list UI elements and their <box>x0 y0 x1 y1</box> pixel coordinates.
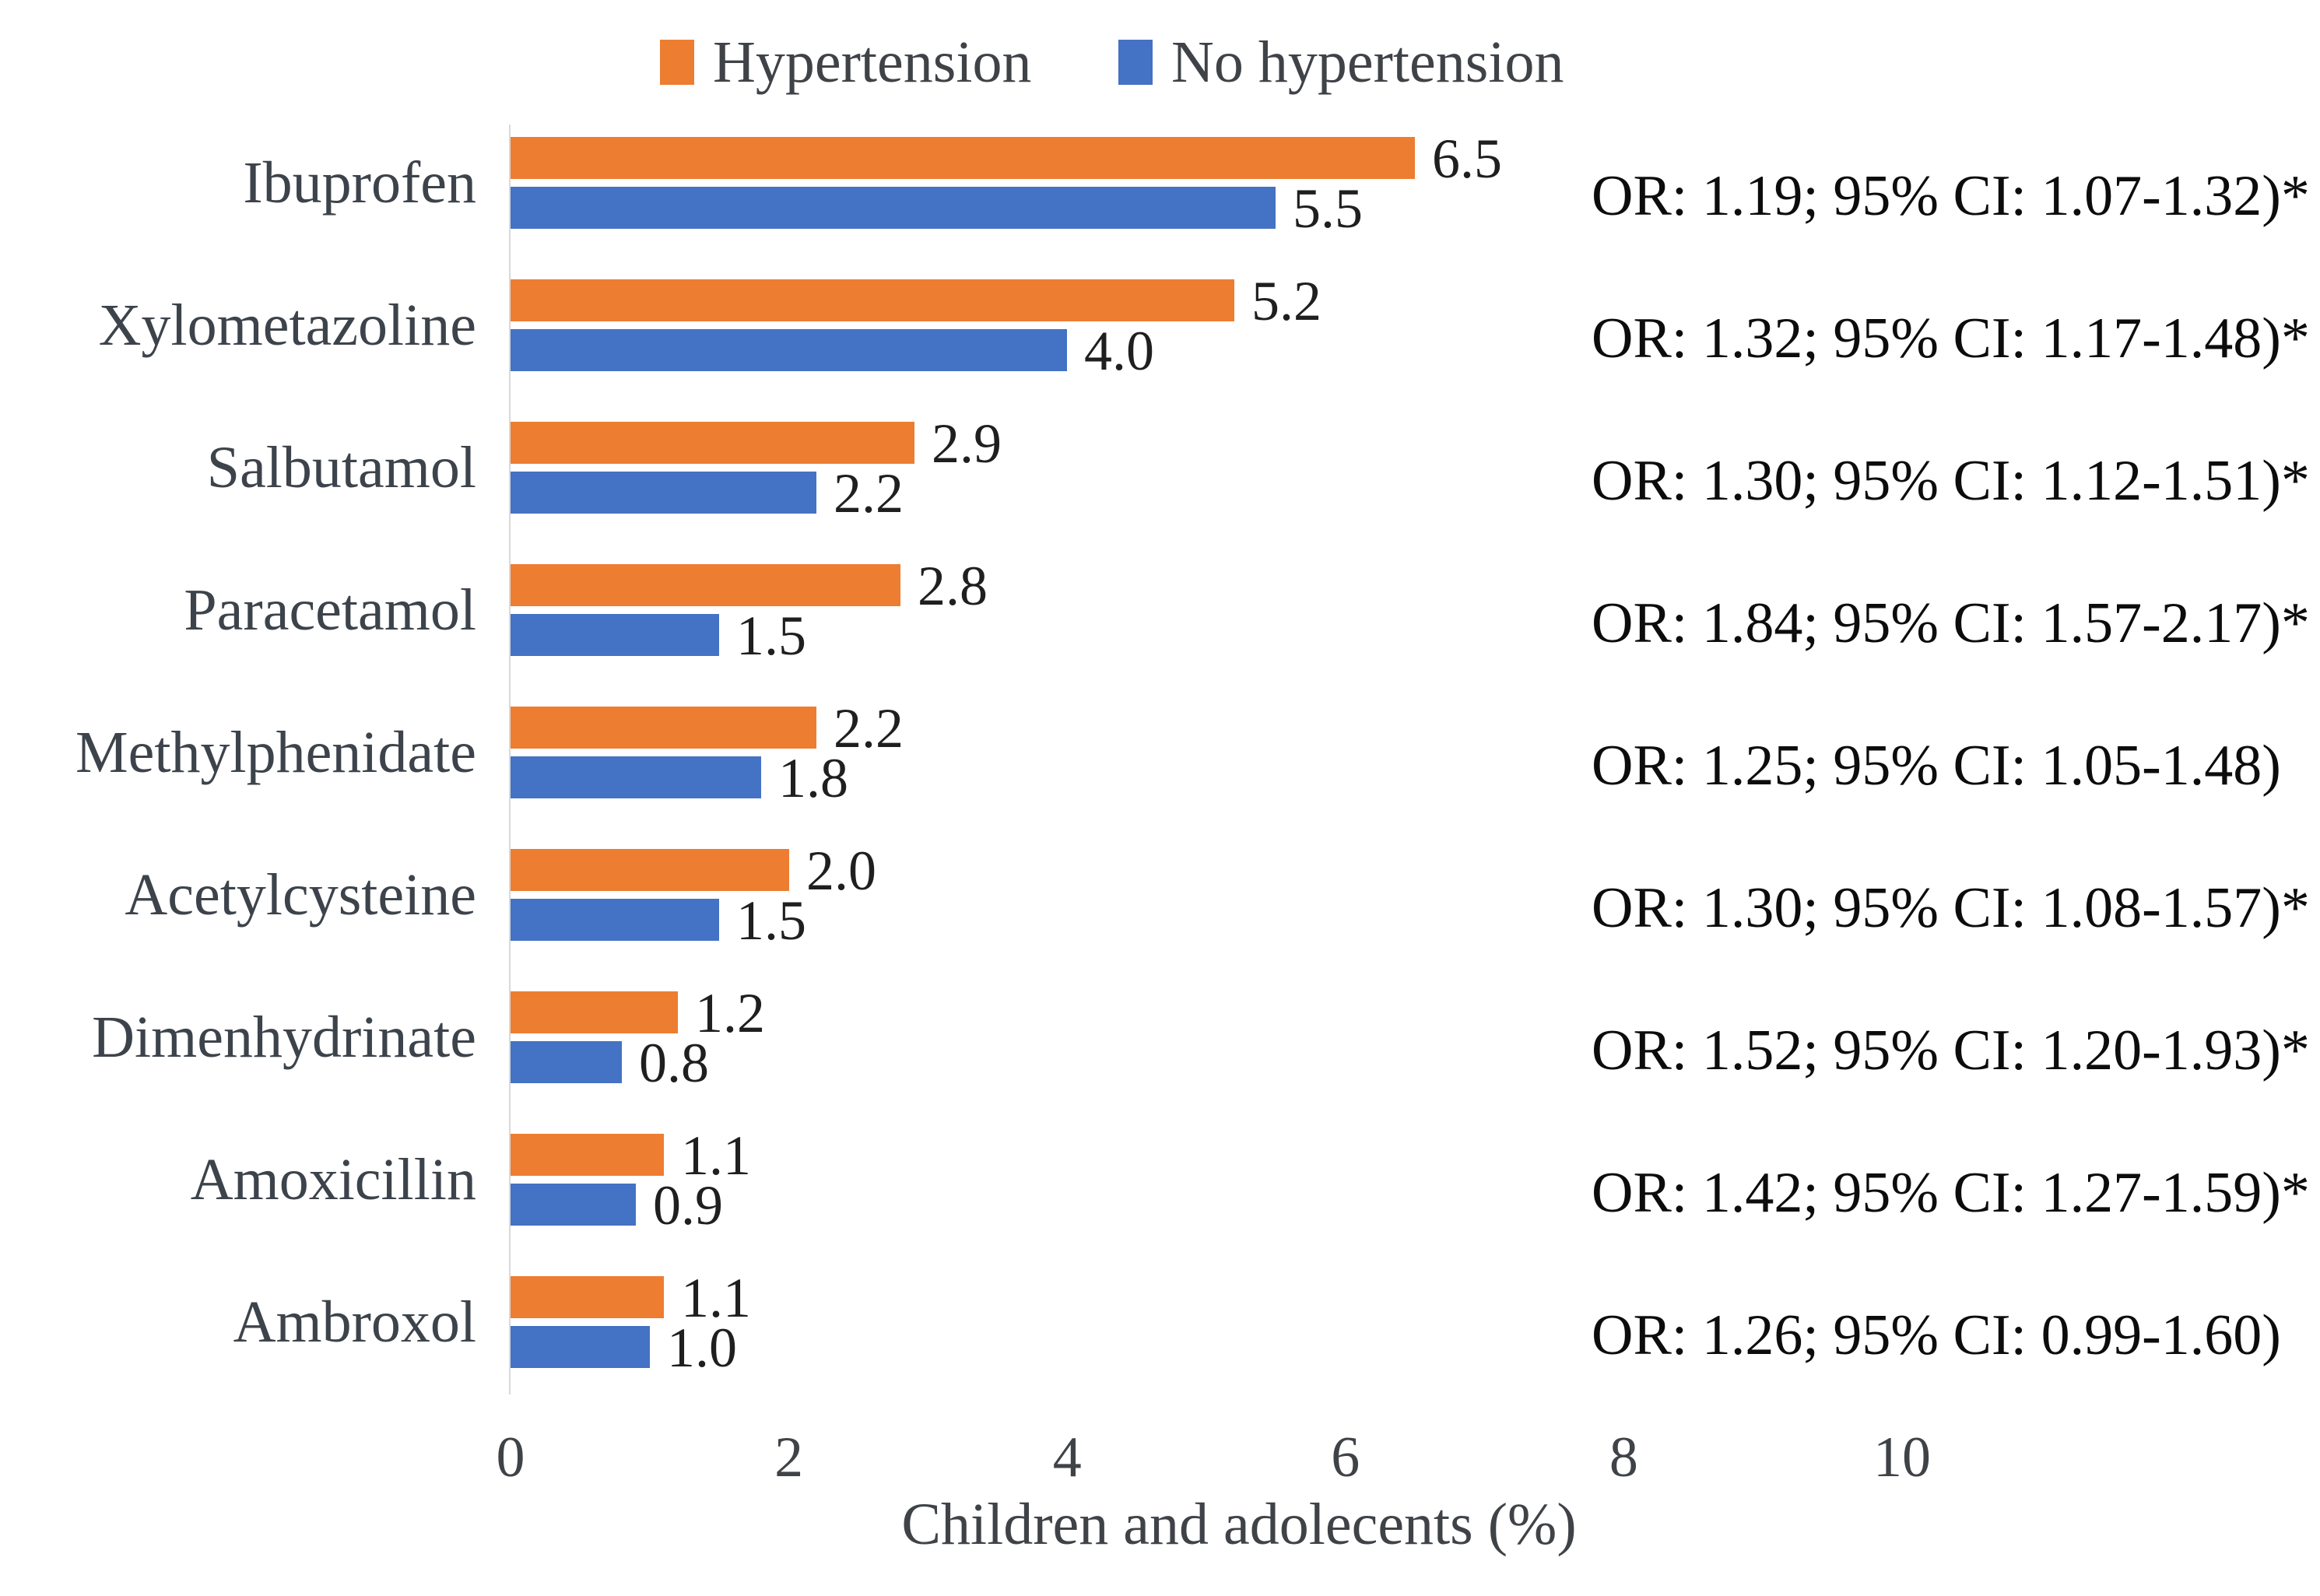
no-hypertension-bar <box>511 1041 622 1083</box>
hypertension-value-label: 2.2 <box>834 697 904 759</box>
x-axis-tick-label: 0 <box>496 1426 525 1489</box>
y-axis-line <box>509 125 511 1394</box>
or-ci-annotation: OR: 1.19; 95% CI: 1.07-1.32)* <box>1592 164 2310 228</box>
or-ci-annotation: OR: 1.30; 95% CI: 1.08-1.57)* <box>1592 876 2310 940</box>
hypertension-bar <box>511 1134 664 1176</box>
or-ci-annotation: OR: 1.32; 95% CI: 1.17-1.48)* <box>1592 307 2310 370</box>
no-hypertension-bar <box>511 899 719 941</box>
category-row: Xylometazoline 5.2 4.0 OR: 1.32; 95% CI: 1.… <box>0 270 2320 422</box>
no-hypertension-value-label: 5.5 <box>1293 177 1363 240</box>
or-ci-annotation: OR: 1.30; 95% CI: 1.12-1.51)* <box>1592 449 2310 513</box>
no-hypertension-value-label: 1.5 <box>736 889 806 952</box>
no-hypertension-bar <box>511 614 719 656</box>
category-row: Ambroxol 1.1 1.0 OR: 1.26; 95% CI: 0.99-1.6… <box>0 1267 2320 1419</box>
hypertension-bar <box>511 137 1415 179</box>
or-ci-annotation: OR: 1.25; 95% CI: 1.05-1.48) <box>1592 734 2281 798</box>
x-axis-title: Children and adolecents (%) <box>901 1492 1577 1557</box>
legend-swatch-no-hypertension-icon <box>1118 40 1153 85</box>
legend-item-no-hypertension: No hypertension <box>1118 31 1564 93</box>
x-axis-tick-label: 4 <box>1052 1426 1082 1489</box>
no-hypertension-value-label: 1.5 <box>736 605 806 667</box>
hypertension-bar <box>511 991 678 1033</box>
no-hypertension-value-label: 0.8 <box>639 1032 709 1094</box>
category-label: Amoxicillin <box>190 1146 476 1212</box>
category-label: Ambroxol <box>233 1289 476 1355</box>
hypertension-bar <box>511 422 914 464</box>
legend-label-no-hypertension: No hypertension <box>1171 30 1564 95</box>
no-hypertension-value-label: 0.9 <box>653 1174 723 1236</box>
hypertension-value-label: 5.2 <box>1251 270 1321 332</box>
hypertension-value-label: 2.8 <box>918 555 988 617</box>
category-row: Methylphenidate 2.2 1.8 OR: 1.25; 95% CI: 1… <box>0 697 2320 849</box>
category-row: Amoxicillin 1.1 0.9 OR: 1.42; 95% CI: 1.27-… <box>0 1124 2320 1276</box>
category-row: Dimenhydrinate 1.2 0.8 OR: 1.52; 95% CI: 1.… <box>0 982 2320 1134</box>
no-hypertension-value-label: 4.0 <box>1084 320 1154 382</box>
no-hypertension-bar <box>511 1184 636 1226</box>
hypertension-value-label: 1.2 <box>695 982 765 1044</box>
hypertension-value-label: 2.9 <box>932 412 1002 475</box>
no-hypertension-bar <box>511 756 761 798</box>
no-hypertension-value-label: 1.8 <box>778 747 848 809</box>
hypertension-value-label: 1.1 <box>681 1124 751 1187</box>
legend-swatch-hypertension-icon <box>660 40 694 85</box>
category-row: Ibuprofen 6.5 5.5 OR: 1.19; 95% CI: 1.07-1.… <box>0 128 2320 279</box>
or-ci-annotation: OR: 1.26; 95% CI: 0.99-1.60) <box>1592 1303 2281 1367</box>
no-hypertension-bar <box>511 472 816 514</box>
category-label: Xylometazoline <box>98 292 476 358</box>
category-label: Acetylcysteine <box>125 861 476 928</box>
category-row: Salbutamol 2.9 2.2 OR: 1.30; 95% CI: 1.12-1… <box>0 412 2320 564</box>
category-label: Paracetamol <box>184 577 476 643</box>
hypertension-bar <box>511 564 900 606</box>
hypertension-bar <box>511 849 789 891</box>
category-label: Salbutamol <box>206 434 476 500</box>
or-ci-annotation: OR: 1.52; 95% CI: 1.20-1.93)* <box>1592 1019 2310 1082</box>
hypertension-value-label: 1.1 <box>681 1267 751 1329</box>
legend-item-hypertension: Hypertension <box>660 31 1031 93</box>
category-label: Dimenhydrinate <box>92 1004 476 1070</box>
category-row: Acetylcysteine 2.0 1.5 OR: 1.30; 95% CI: 1.… <box>0 840 2320 991</box>
hypertension-bar <box>511 279 1234 321</box>
no-hypertension-value-label: 1.0 <box>667 1317 737 1379</box>
hypertension-value-label: 2.0 <box>806 840 876 902</box>
category-label: Ibuprofen <box>243 149 476 216</box>
hypertension-bar <box>511 1276 664 1318</box>
or-ci-annotation: OR: 1.84; 95% CI: 1.57-2.17)* <box>1592 591 2310 655</box>
hypertension-value-label: 6.5 <box>1432 128 1502 190</box>
category-label: Methylphenidate <box>75 719 476 785</box>
or-ci-annotation: OR: 1.42; 95% CI: 1.27-1.59)* <box>1592 1161 2310 1225</box>
no-hypertension-value-label: 2.2 <box>834 462 904 524</box>
no-hypertension-bar <box>511 329 1067 371</box>
x-axis-tick-label: 6 <box>1331 1426 1360 1489</box>
x-axis-tick-label: 10 <box>1873 1426 1931 1489</box>
category-row: Paracetamol 2.8 1.5 OR: 1.84; 95% CI: 1.57-… <box>0 555 2320 707</box>
x-axis-tick-label: 8 <box>1609 1426 1638 1489</box>
no-hypertension-bar <box>511 1326 650 1368</box>
hypertension-bar <box>511 707 816 749</box>
x-axis-tick-label: 2 <box>774 1426 804 1489</box>
legend-label-hypertension: Hypertension <box>713 30 1032 95</box>
no-hypertension-bar <box>511 187 1276 229</box>
